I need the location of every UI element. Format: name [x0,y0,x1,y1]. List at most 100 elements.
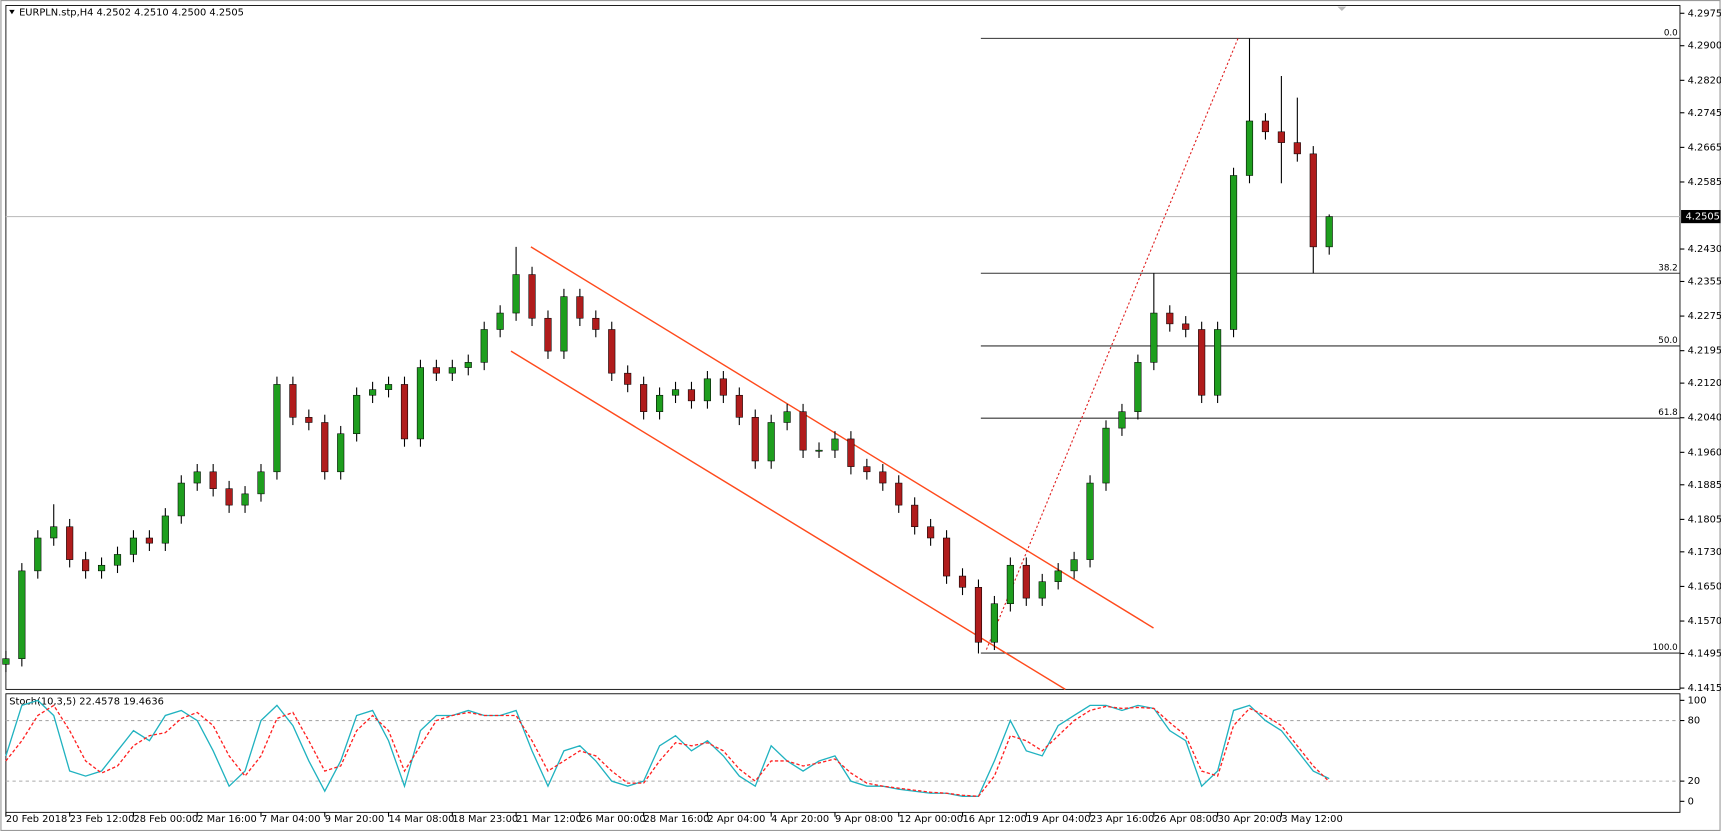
y-tick-label: 4.1960 [1688,447,1721,458]
candle [608,321,616,381]
candle [384,376,393,398]
candle-body [671,389,680,396]
candle-body [958,575,967,588]
candle-body [193,471,201,484]
candle [1102,420,1110,491]
candle-body [1022,564,1030,599]
y-tick-label: 4.2430 [1688,244,1721,255]
candle [161,508,169,551]
candle [656,387,664,420]
stoch-y-tick-label: 80 [1688,716,1701,727]
candle-body [640,384,648,412]
candle [895,475,903,513]
candle [735,387,743,426]
candle-body [321,422,329,473]
candle [2,650,10,673]
candle [528,266,536,327]
candle-body [1134,362,1142,412]
candle [480,321,488,371]
candle [943,530,951,584]
candle-body [129,537,138,555]
candle-body [863,466,871,473]
candle-body [815,449,823,452]
candle [321,414,329,480]
stoch-y-tick-label: 0 [1688,796,1694,807]
candle-body [416,367,424,440]
x-tick-label: 20 Feb 2018 [6,814,67,825]
candle-body [847,438,855,467]
x-tick-label: 23 Apr 16:00 [1090,814,1154,825]
candle [544,310,552,359]
candle [974,579,983,654]
candle-body [305,417,313,423]
candle [177,475,185,524]
candle [640,376,648,420]
candle [719,371,727,404]
y-tick-label: 4.1805 [1688,514,1721,525]
y-tick-label: 4.1415 [1688,683,1721,694]
candle-body [161,515,169,544]
y-tick-label: 4.2900 [1688,41,1721,52]
candle-body [2,658,10,665]
candle-body [1293,142,1301,155]
candle-body [1325,216,1333,248]
candle [671,381,680,404]
fib-label: 38.2 [1658,263,1678,273]
candle [496,305,504,338]
candle [592,310,600,338]
candle [831,431,839,458]
candle-body [719,378,727,396]
candle [400,376,409,447]
candle [1166,305,1174,332]
candle-body [337,433,345,473]
candle [783,403,791,431]
candle [1006,557,1014,612]
x-tick-label: 30 Apr 20:00 [1218,814,1282,825]
candle-body [990,603,998,643]
candle-body [703,378,711,402]
stoch-y-tick-label: 100 [1688,695,1707,706]
candle-body [751,417,759,462]
candle-body [927,526,935,539]
x-tick-label: 4 Apr 20:00 [771,814,829,825]
candle [990,595,998,651]
candle-body [496,312,504,330]
candle-body [1214,329,1222,396]
y-tick-label: 4.1495 [1688,648,1721,659]
candle-body [735,394,743,418]
stoch-title: Stoch(10,3,5) 22.4578 19.4636 [9,696,164,707]
candle [1293,97,1301,162]
candle [432,359,440,381]
y-tick-label: 4.1885 [1688,480,1721,491]
candle [1118,403,1126,436]
candle [1182,316,1190,338]
candle [767,414,775,469]
x-tick-label: 26 Mar 00:00 [580,814,646,825]
candle-body [974,587,983,643]
candle [82,551,90,579]
candle [703,371,711,409]
candle-body [34,537,42,572]
y-tick-label: 4.2120 [1688,378,1721,389]
stoch-panel [5,693,1681,813]
candle-body [145,537,153,544]
candle-body [464,362,472,368]
candle-body [576,296,584,319]
candle [145,530,153,551]
candle-body [943,537,951,577]
candle [66,518,74,568]
candle [1325,214,1333,255]
y-tick-label: 4.2195 [1688,346,1721,357]
candle-body [687,389,696,402]
candle-body [560,296,568,352]
candle-body [879,471,887,484]
candle-body [241,493,249,506]
candle [289,376,297,426]
candle-body [1006,564,1014,605]
y-tick-label: 4.2275 [1688,311,1721,322]
stoch-y-tick-label: 20 [1688,776,1701,787]
candle [1309,146,1317,274]
candle-body [1198,329,1206,396]
candle [353,387,361,442]
